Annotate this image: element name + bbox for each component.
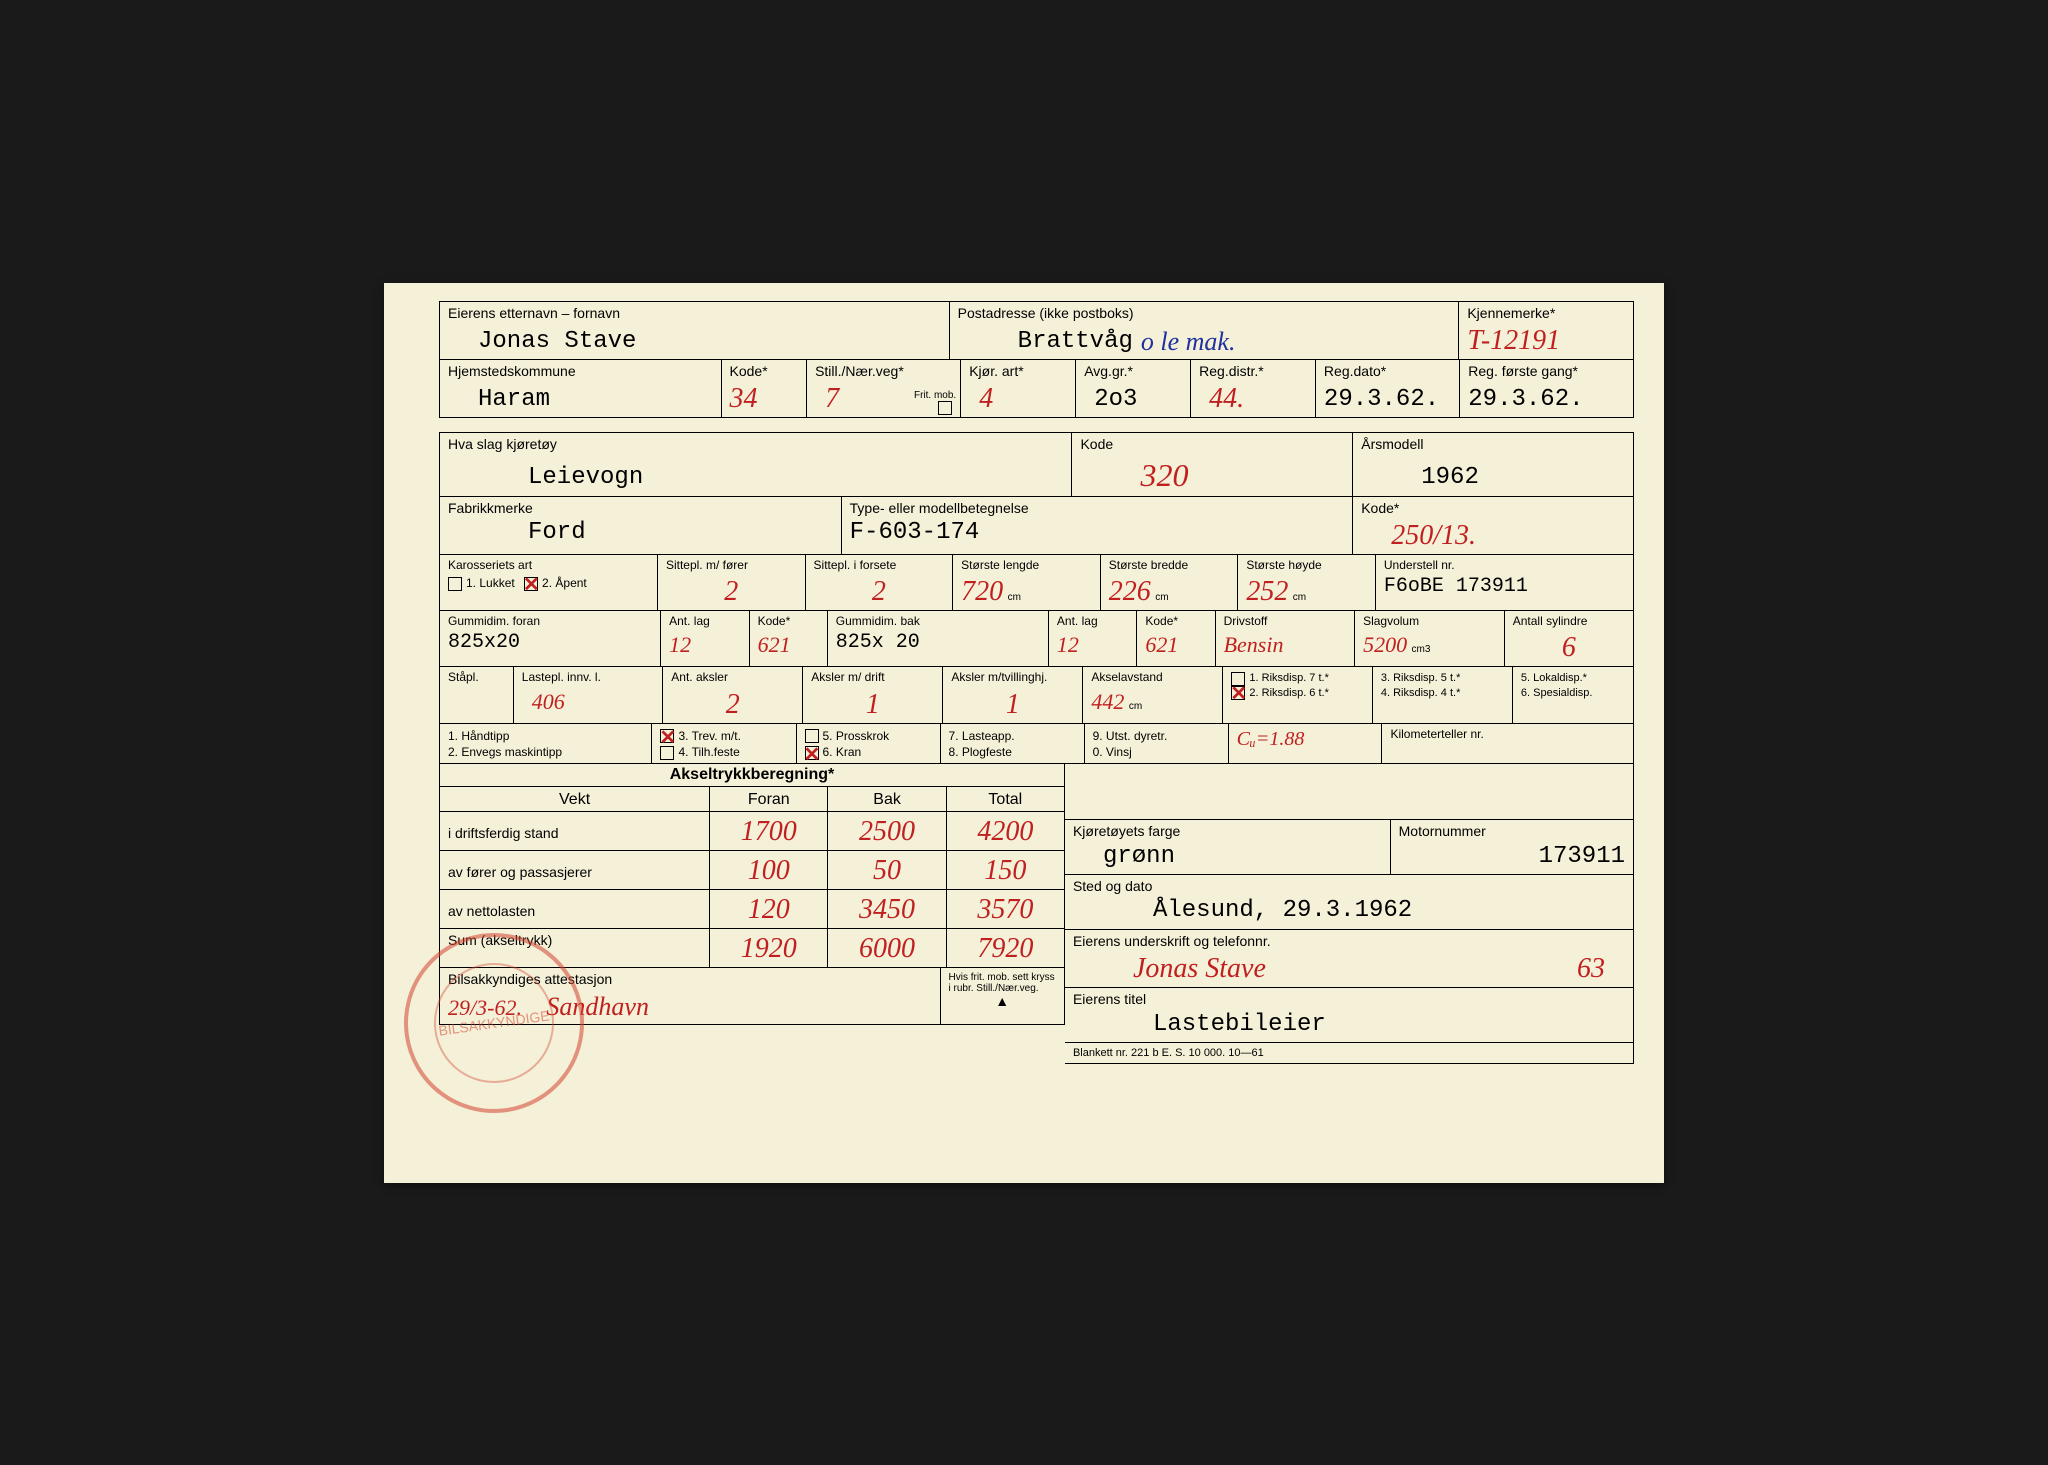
still-label: Still./Nær.veg* bbox=[815, 364, 952, 379]
avg-cell: Avg.gr.* 2o3 bbox=[1076, 360, 1191, 418]
top-row-2: Hjemstedskommune Haram Kode* 34 Still./N… bbox=[439, 360, 1634, 418]
top-row-1: Eierens etternavn – fornavn Jonas Stave … bbox=[439, 301, 1634, 360]
avg-label: Avg.gr.* bbox=[1084, 364, 1182, 379]
frit-checkbox bbox=[938, 401, 952, 415]
underskrift-cell: Eierens underskrift og telefonnr. Jonas … bbox=[1065, 930, 1634, 988]
vehicle-row-6: 1. Håndtipp 2. Envegs maskintipp 3. Trev… bbox=[439, 724, 1634, 765]
opt3-checkbox bbox=[660, 729, 674, 743]
blankett-footer: Blankett nr. 221 b E. S. 10 000. 10—61 bbox=[1065, 1043, 1634, 1064]
kjenn-value: T-12191 bbox=[1467, 325, 1560, 357]
opt34-cell: 3. Trev. m/t. 4. Tilh.feste bbox=[652, 724, 796, 765]
akselavstand-cell: Akselavstand 442 cm bbox=[1083, 667, 1223, 723]
hjem-cell: Hjemstedskommune Haram bbox=[439, 360, 722, 418]
farge-cell: Kjøretøyets farge grønn bbox=[1065, 819, 1391, 875]
antlagf-cell: Ant. lag 12 bbox=[661, 611, 749, 667]
bottom-section: Akseltrykkberegning* Vekt Foran Bak Tota… bbox=[439, 764, 1634, 1064]
regdistr-label: Reg.distr.* bbox=[1199, 364, 1307, 379]
vehicle-row-5: Ståpl. Lastepl. innv. l. 406 Ant. aksler… bbox=[439, 667, 1634, 723]
akslerdrift-cell: Aksler m/ drift 1 bbox=[803, 667, 943, 723]
slagvolum-cell: Slagvolum 5200 cm3 bbox=[1355, 611, 1505, 667]
slag-cell: Hva slag kjøretøy Leievogn bbox=[439, 432, 1072, 496]
kjor-label: Kjør. art* bbox=[969, 364, 1067, 379]
arsmodell-cell: Årsmodell 1962 bbox=[1353, 432, 1634, 496]
cnote-cell: Cᵤ=1.88 bbox=[1229, 724, 1383, 765]
akslertvilling-cell: Aksler m/tvillinghj. 1 bbox=[943, 667, 1083, 723]
vehicle-row-1: Hva slag kjøretøy Leievogn Kode 320 Årsm… bbox=[439, 432, 1634, 496]
riks12-cell: 1. Riksdisp. 7 t.* 2. Riksdisp. 6 t.* bbox=[1223, 667, 1372, 723]
kodef-cell: Kode* 621 bbox=[750, 611, 828, 667]
kodeb-cell: Kode* 621 bbox=[1137, 611, 1215, 667]
owner-label: Eierens etternavn – fornavn bbox=[448, 306, 941, 321]
sitteforsete-cell: Sittepl. i forsete 2 bbox=[806, 555, 954, 611]
still-cell: Still./Nær.veg* 7 Frit. mob. bbox=[807, 360, 961, 418]
type-cell: Type- eller modellbetegnelse F-603-174 bbox=[842, 497, 1354, 555]
regdistr-cell: Reg.distr.* 44. bbox=[1191, 360, 1316, 418]
drivstoff-cell: Drivstoff Bensin bbox=[1216, 611, 1355, 667]
post-label: Postadresse (ikke postboks) bbox=[958, 306, 1451, 321]
opt6-checkbox bbox=[805, 746, 819, 760]
aksler-cell: Ant. aksler 2 bbox=[663, 667, 803, 723]
still-value: 7 bbox=[815, 383, 839, 415]
vehicle-row-4: Gummidim. foran 825x20 Ant. lag 12 Kode*… bbox=[439, 611, 1634, 667]
sitteforer-cell: Sittepl. m/ fører 2 bbox=[658, 555, 806, 611]
fabrikk-cell: Fabrikkmerke Ford bbox=[439, 497, 842, 555]
kjor-cell: Kjør. art* 4 bbox=[961, 360, 1076, 418]
registration-card: Eierens etternavn – fornavn Jonas Stave … bbox=[384, 283, 1664, 1183]
understell-cell: Understell nr. F6oBE 173911 bbox=[1376, 555, 1634, 611]
frit-mob: Frit. mob. bbox=[914, 390, 956, 415]
kode-label: Kode* bbox=[730, 364, 799, 379]
weight-title: Akseltrykkberegning* bbox=[442, 766, 1062, 784]
vkode-cell: Kode 320 bbox=[1072, 432, 1353, 496]
regdato-value: 29.3.62. bbox=[1324, 387, 1439, 415]
vehicle-row-2: Fabrikkmerke Ford Type- eller modellbete… bbox=[439, 497, 1634, 555]
riks2-checkbox bbox=[1231, 686, 1245, 700]
km-cell: Kilometerteller nr. bbox=[1382, 724, 1634, 765]
right-panel: Kjøretøyets farge grønn Motornummer 1739… bbox=[1065, 764, 1634, 1064]
bredde-cell: Største bredde 226 cm bbox=[1101, 555, 1239, 611]
hjem-label: Hjemstedskommune bbox=[448, 364, 713, 379]
owner-cell: Eierens etternavn – fornavn Jonas Stave bbox=[439, 301, 950, 360]
regdato-cell: Reg.dato* 29.3.62. bbox=[1316, 360, 1460, 418]
opt78-cell: 7. Lasteapp. 8. Plogfeste bbox=[941, 724, 1085, 765]
opt56-cell: 5. Prosskrok 6. Kran bbox=[797, 724, 941, 765]
post-value: Brattvåg bbox=[958, 329, 1133, 357]
regdistr-value: 44. bbox=[1199, 383, 1244, 415]
gummib-cell: Gummidim. bak 825x 20 bbox=[828, 611, 1049, 667]
regforste-value: 29.3.62. bbox=[1468, 387, 1583, 415]
opt12-cell: 1. Håndtipp 2. Envegs maskintipp bbox=[439, 724, 652, 765]
apent-checkbox bbox=[524, 577, 538, 591]
kode2-cell: Kode* 250/13. bbox=[1353, 497, 1634, 555]
titel-cell: Eierens titel Lastebileier bbox=[1065, 988, 1634, 1043]
regforste-cell: Reg. første gang* 29.3.62. bbox=[1460, 360, 1634, 418]
post-cell: Postadresse (ikke postboks) Brattvåg o l… bbox=[950, 301, 1460, 360]
riks34-cell: 3. Riksdisp. 5 t.* 4. Riksdisp. 4 t.* bbox=[1373, 667, 1513, 723]
kaross-cell: Karosseriets art 1. Lukket 2. Åpent bbox=[439, 555, 658, 611]
avg-value: 2o3 bbox=[1084, 387, 1137, 415]
lengde-cell: Største lengde 720 cm bbox=[953, 555, 1101, 611]
lokal-cell: 5. Lokaldisp.* 6. Spesialdisp. bbox=[1513, 667, 1634, 723]
lastepl-cell: Lastepl. innv. l. 406 bbox=[514, 667, 663, 723]
kode-value: 34 bbox=[730, 383, 758, 415]
kjenn-cell: Kjennemerke* T-12191 bbox=[1459, 301, 1634, 360]
owner-value: Jonas Stave bbox=[448, 329, 636, 357]
vehicle-row-3: Karosseriets art 1. Lukket 2. Åpent Sitt… bbox=[439, 555, 1634, 611]
motor-cell: Motornummer 173911 bbox=[1391, 819, 1634, 875]
antlagb-cell: Ant. lag 12 bbox=[1049, 611, 1137, 667]
sted-cell: Sted og dato Ålesund, 29.3.1962 bbox=[1065, 875, 1634, 930]
regforste-label: Reg. første gang* bbox=[1468, 364, 1625, 379]
post-hand: o le mak. bbox=[1141, 327, 1236, 357]
opt90-cell: 9. Utst. dyretr. 0. Vinsj bbox=[1085, 724, 1229, 765]
weight-table: Akseltrykkberegning* Vekt Foran Bak Tota… bbox=[439, 764, 1065, 1064]
hoyde-cell: Største høyde 252 cm bbox=[1238, 555, 1376, 611]
hjem-value: Haram bbox=[448, 387, 550, 415]
kjenn-label: Kjennemerke* bbox=[1467, 306, 1625, 321]
sylindre-cell: Antall sylindre 6 bbox=[1505, 611, 1634, 667]
gummif-cell: Gummidim. foran 825x20 bbox=[439, 611, 661, 667]
stapl-cell: Ståpl. bbox=[439, 667, 514, 723]
regdato-label: Reg.dato* bbox=[1324, 364, 1451, 379]
kode-cell: Kode* 34 bbox=[722, 360, 808, 418]
kjor-value: 4 bbox=[969, 383, 993, 415]
